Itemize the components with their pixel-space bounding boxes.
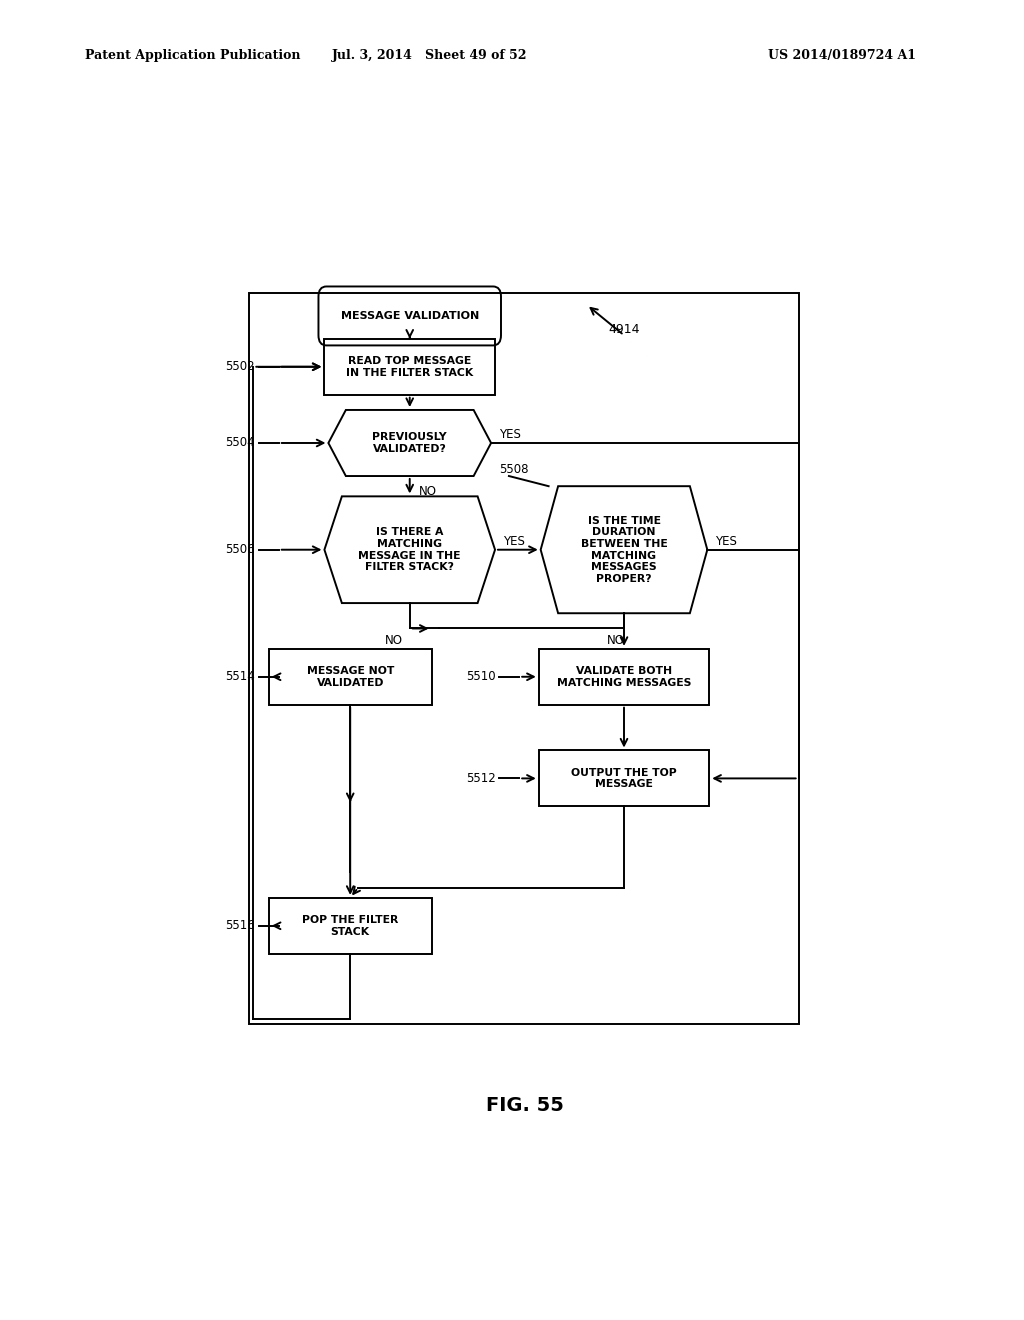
- Bar: [325, 339, 495, 395]
- Text: POP THE FILTER
STACK: POP THE FILTER STACK: [302, 915, 398, 937]
- Text: 5502: 5502: [225, 360, 255, 374]
- Bar: [269, 649, 431, 705]
- Bar: [269, 898, 431, 954]
- Text: Patent Application Publication: Patent Application Publication: [85, 49, 300, 62]
- Bar: [539, 649, 710, 705]
- Text: NO: NO: [385, 634, 402, 647]
- Text: MESSAGE NOT
VALIDATED: MESSAGE NOT VALIDATED: [306, 667, 394, 688]
- Text: 5510: 5510: [466, 671, 496, 684]
- Text: 5504: 5504: [225, 437, 255, 450]
- Text: US 2014/0189724 A1: US 2014/0189724 A1: [768, 49, 916, 62]
- Text: YES: YES: [503, 535, 525, 548]
- Text: FIG. 55: FIG. 55: [485, 1096, 564, 1115]
- Text: VALIDATE BOTH
MATCHING MESSAGES: VALIDATE BOTH MATCHING MESSAGES: [557, 667, 691, 688]
- Text: IS THERE A
MATCHING
MESSAGE IN THE
FILTER STACK?: IS THERE A MATCHING MESSAGE IN THE FILTE…: [358, 527, 461, 572]
- Bar: [539, 751, 710, 807]
- Text: NO: NO: [607, 634, 625, 647]
- Text: 5514: 5514: [225, 671, 255, 684]
- Text: NO: NO: [419, 484, 437, 498]
- Text: YES: YES: [715, 535, 737, 548]
- Text: OUTPUT THE TOP
MESSAGE: OUTPUT THE TOP MESSAGE: [571, 768, 677, 789]
- Text: PREVIOUSLY
VALIDATED?: PREVIOUSLY VALIDATED?: [373, 432, 447, 454]
- Text: READ TOP MESSAGE
IN THE FILTER STACK: READ TOP MESSAGE IN THE FILTER STACK: [346, 356, 473, 378]
- Text: IS THE TIME
DURATION
BETWEEN THE
MATCHING
MESSAGES
PROPER?: IS THE TIME DURATION BETWEEN THE MATCHIN…: [581, 516, 668, 583]
- Text: 5508: 5508: [500, 463, 529, 477]
- Text: MESSAGE VALIDATION: MESSAGE VALIDATION: [341, 312, 479, 321]
- Text: 4914: 4914: [608, 322, 640, 335]
- Text: YES: YES: [499, 429, 521, 441]
- Text: 5506: 5506: [225, 544, 255, 556]
- Bar: [250, 293, 799, 1024]
- Text: 5516: 5516: [225, 919, 255, 932]
- Text: Jul. 3, 2014   Sheet 49 of 52: Jul. 3, 2014 Sheet 49 of 52: [333, 49, 527, 62]
- Text: 5512: 5512: [466, 772, 496, 785]
